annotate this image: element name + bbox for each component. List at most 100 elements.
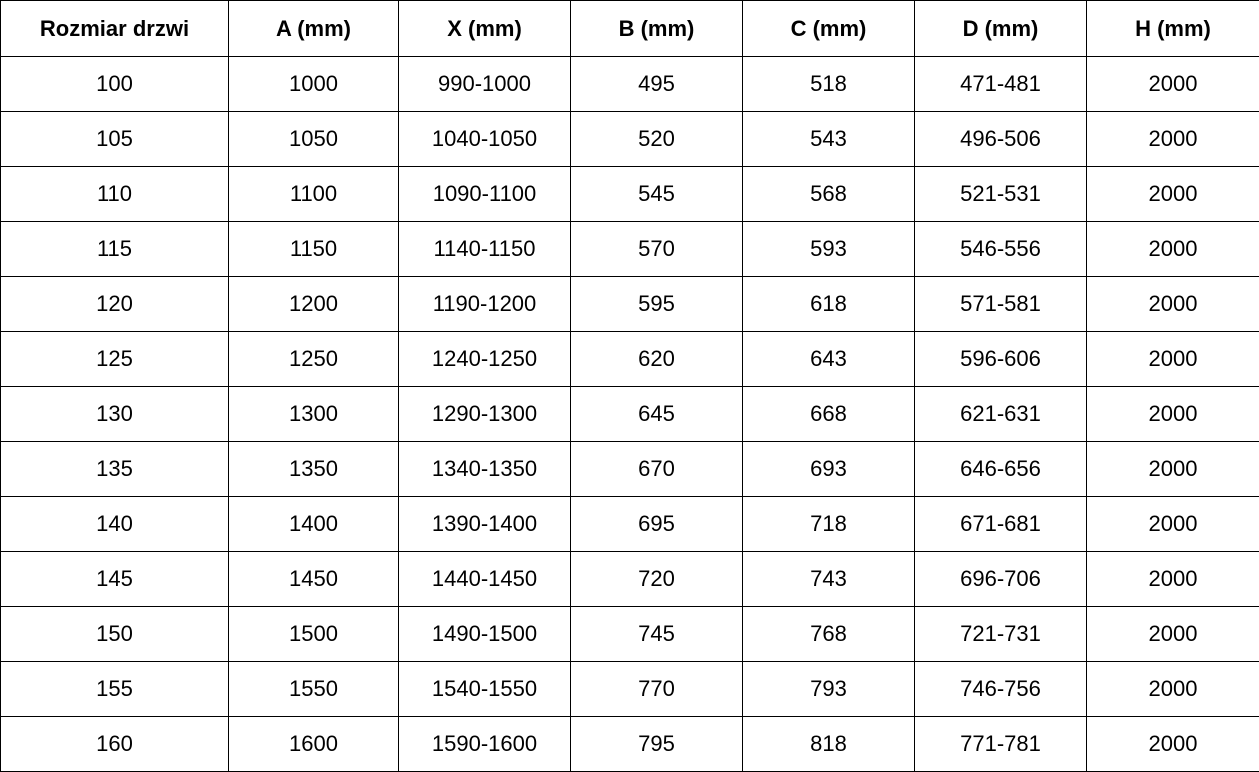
table-cell-b-mm: 595: [571, 277, 743, 332]
table-cell-b-mm: 645: [571, 387, 743, 442]
table-cell-rozmiar-drzwi: 115: [1, 222, 229, 277]
table-cell-c-mm: 518: [743, 57, 915, 112]
table-cell-a-mm: 1100: [229, 167, 399, 222]
table-cell-b-mm: 720: [571, 552, 743, 607]
table-cell-a-mm: 1450: [229, 552, 399, 607]
table-cell-b-mm: 520: [571, 112, 743, 167]
table-cell-x-mm: 1540-1550: [399, 662, 571, 717]
table-cell-d-mm: 521-531: [915, 167, 1087, 222]
table-cell-a-mm: 1500: [229, 607, 399, 662]
table-cell-b-mm: 495: [571, 57, 743, 112]
table-cell-c-mm: 668: [743, 387, 915, 442]
table-cell-a-mm: 1550: [229, 662, 399, 717]
table-cell-h-mm: 2000: [1087, 552, 1259, 607]
table-cell-rozmiar-drzwi: 150: [1, 607, 229, 662]
table-cell-b-mm: 695: [571, 497, 743, 552]
column-header-a-mm: A (mm): [229, 1, 399, 57]
table-cell-rozmiar-drzwi: 145: [1, 552, 229, 607]
table-cell-a-mm: 1150: [229, 222, 399, 277]
table-cell-b-mm: 770: [571, 662, 743, 717]
table-cell-a-mm: 1000: [229, 57, 399, 112]
column-header-rozmiar-drzwi: Rozmiar drzwi: [1, 1, 229, 57]
table-cell-rozmiar-drzwi: 100: [1, 57, 229, 112]
column-header-b-mm: B (mm): [571, 1, 743, 57]
table-cell-d-mm: 571-581: [915, 277, 1087, 332]
table-cell-rozmiar-drzwi: 105: [1, 112, 229, 167]
table-cell-rozmiar-drzwi: 135: [1, 442, 229, 497]
table-cell-rozmiar-drzwi: 125: [1, 332, 229, 387]
table-cell-rozmiar-drzwi: 130: [1, 387, 229, 442]
table-cell-d-mm: 696-706: [915, 552, 1087, 607]
table-cell-d-mm: 646-656: [915, 442, 1087, 497]
table-cell-d-mm: 471-481: [915, 57, 1087, 112]
table-cell-h-mm: 2000: [1087, 222, 1259, 277]
table-cell-x-mm: 1290-1300: [399, 387, 571, 442]
column-header-d-mm: D (mm): [915, 1, 1087, 57]
table-cell-rozmiar-drzwi: 155: [1, 662, 229, 717]
table-cell-b-mm: 670: [571, 442, 743, 497]
table-cell-x-mm: 1190-1200: [399, 277, 571, 332]
table-cell-a-mm: 1350: [229, 442, 399, 497]
table-cell-a-mm: 1250: [229, 332, 399, 387]
table-cell-c-mm: 643: [743, 332, 915, 387]
table-cell-h-mm: 2000: [1087, 442, 1259, 497]
table-cell-h-mm: 2000: [1087, 167, 1259, 222]
table-cell-x-mm: 1390-1400: [399, 497, 571, 552]
table-cell-c-mm: 618: [743, 277, 915, 332]
table-cell-x-mm: 990-1000: [399, 57, 571, 112]
table-cell-d-mm: 596-606: [915, 332, 1087, 387]
table-cell-b-mm: 570: [571, 222, 743, 277]
table-cell-c-mm: 693: [743, 442, 915, 497]
table-cell-h-mm: 2000: [1087, 497, 1259, 552]
table-cell-b-mm: 620: [571, 332, 743, 387]
table-cell-a-mm: 1050: [229, 112, 399, 167]
table-cell-h-mm: 2000: [1087, 662, 1259, 717]
table-cell-d-mm: 721-731: [915, 607, 1087, 662]
table-cell-x-mm: 1040-1050: [399, 112, 571, 167]
table-cell-a-mm: 1300: [229, 387, 399, 442]
table-cell-h-mm: 2000: [1087, 717, 1259, 772]
table-cell-rozmiar-drzwi: 160: [1, 717, 229, 772]
table-cell-x-mm: 1090-1100: [399, 167, 571, 222]
table-cell-a-mm: 1400: [229, 497, 399, 552]
table-cell-rozmiar-drzwi: 120: [1, 277, 229, 332]
table-cell-x-mm: 1240-1250: [399, 332, 571, 387]
table-cell-d-mm: 621-631: [915, 387, 1087, 442]
table-cell-d-mm: 671-681: [915, 497, 1087, 552]
table-cell-a-mm: 1200: [229, 277, 399, 332]
table-cell-rozmiar-drzwi: 110: [1, 167, 229, 222]
table-cell-d-mm: 746-756: [915, 662, 1087, 717]
table-cell-x-mm: 1490-1500: [399, 607, 571, 662]
table-cell-h-mm: 2000: [1087, 387, 1259, 442]
column-header-c-mm: C (mm): [743, 1, 915, 57]
table-cell-c-mm: 793: [743, 662, 915, 717]
table-cell-c-mm: 743: [743, 552, 915, 607]
table-cell-h-mm: 2000: [1087, 332, 1259, 387]
table-cell-h-mm: 2000: [1087, 277, 1259, 332]
table-cell-c-mm: 568: [743, 167, 915, 222]
table-cell-d-mm: 771-781: [915, 717, 1087, 772]
table-cell-h-mm: 2000: [1087, 57, 1259, 112]
table-cell-c-mm: 593: [743, 222, 915, 277]
table-cell-h-mm: 2000: [1087, 112, 1259, 167]
table-cell-x-mm: 1140-1150: [399, 222, 571, 277]
table-cell-b-mm: 745: [571, 607, 743, 662]
table-cell-c-mm: 543: [743, 112, 915, 167]
table-cell-c-mm: 768: [743, 607, 915, 662]
table-cell-b-mm: 795: [571, 717, 743, 772]
